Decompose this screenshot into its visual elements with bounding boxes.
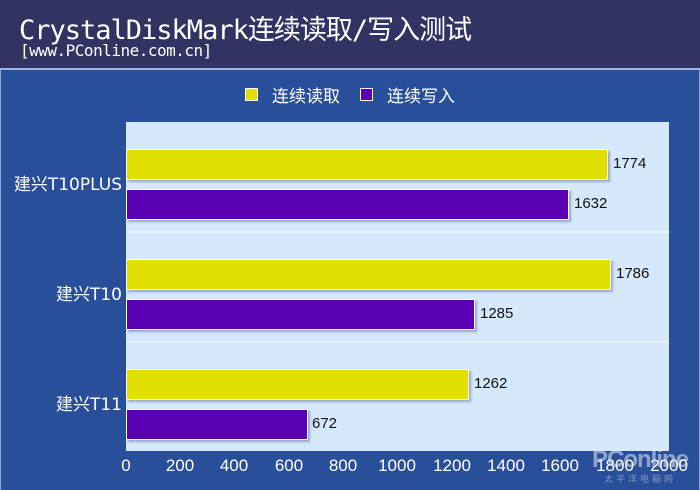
- category-label: 建兴T10PLUS: [13, 175, 122, 195]
- bar-read-t10plus: [126, 149, 608, 180]
- x-tick: 200: [165, 456, 195, 475]
- value-label: 1774: [613, 155, 647, 172]
- value-label: 672: [312, 415, 338, 432]
- band-divider: [126, 231, 669, 233]
- x-tick: 600: [274, 456, 304, 475]
- legend-label-read: 连续读取: [272, 86, 340, 107]
- bar-write-t10: [126, 299, 475, 330]
- plot-area: [126, 122, 669, 451]
- value-label: 1262: [474, 375, 508, 392]
- legend-item-write: 连续写入: [360, 82, 455, 107]
- value-label: 1632: [574, 195, 608, 212]
- x-tick: 1600: [541, 456, 579, 475]
- x-tick: 1200: [433, 456, 471, 475]
- x-tick: 1400: [487, 456, 525, 475]
- value-label: 1285: [480, 305, 514, 322]
- x-tick: 400: [219, 456, 249, 475]
- x-tick: 800: [328, 456, 358, 475]
- legend-swatch-read: [245, 87, 258, 101]
- bar-read-t11: [126, 369, 469, 400]
- category-label: 建兴T10: [55, 285, 122, 305]
- legend: 连续读取 连续写入: [0, 82, 700, 107]
- bar-read-t10: [126, 259, 611, 290]
- chart-subtitle: [www.PConline.com.cn]: [20, 41, 212, 60]
- bar-write-t10plus: [126, 189, 569, 220]
- value-label: 1786: [616, 265, 650, 282]
- x-tick: 0: [121, 456, 131, 475]
- legend-swatch-write: [360, 87, 373, 101]
- chart-title: CrystalDiskMark连续读取/写入测试: [19, 15, 472, 46]
- legend-item-read: 连续读取: [245, 82, 340, 107]
- x-tick: 1000: [378, 456, 416, 475]
- watermark-subtext: 太平洋电脑网: [604, 475, 677, 485]
- bar-write-t11: [126, 409, 308, 440]
- band-divider: [126, 341, 669, 343]
- category-label: 建兴T11: [55, 395, 122, 415]
- chart-header: CrystalDiskMark连续读取/写入测试 [www.PConline.c…: [0, 0, 700, 70]
- legend-label-write: 连续写入: [387, 86, 455, 107]
- x-tick: 2000: [650, 456, 688, 475]
- watermark-logo: PConline: [592, 446, 689, 473]
- x-tick: 1800: [596, 456, 634, 475]
